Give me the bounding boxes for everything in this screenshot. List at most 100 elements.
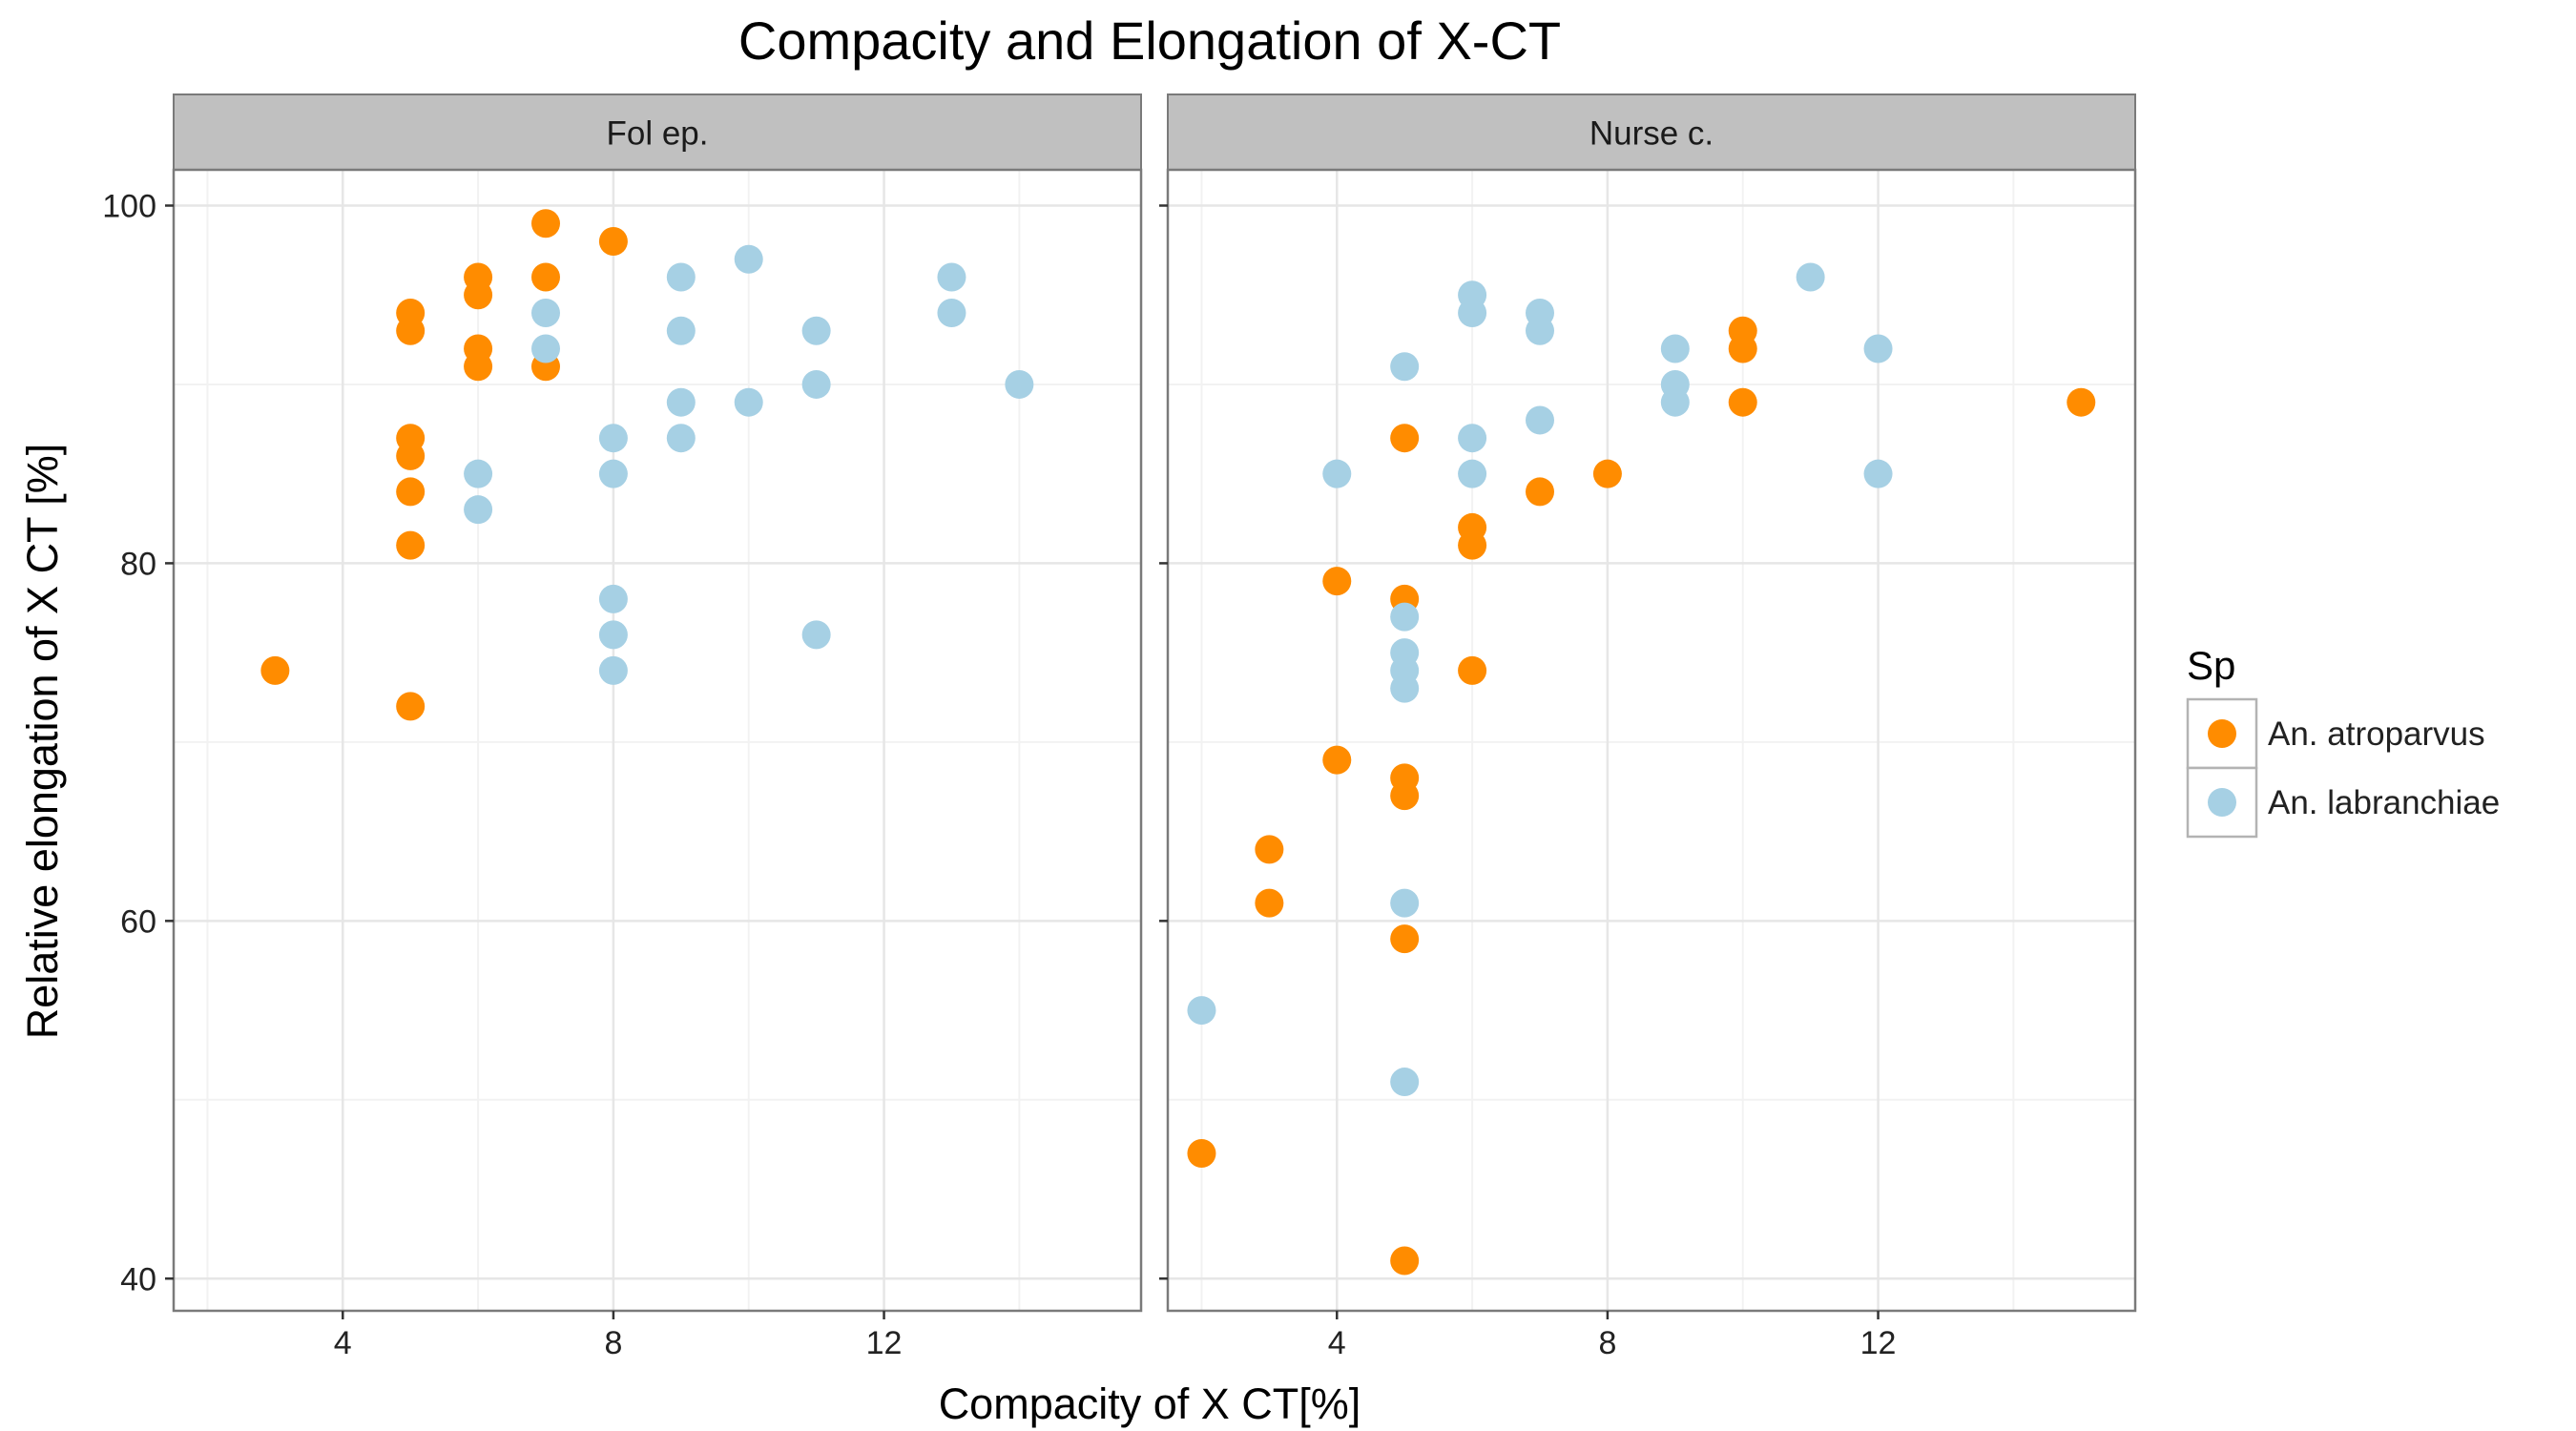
data-point xyxy=(598,584,628,613)
series-an-labranchiae xyxy=(1187,262,1893,1097)
y-axis-title: Relative elongation of X CT [%] xyxy=(18,444,67,1040)
panel-fol-ep: Fol ep. 4 8 12 40 60 80 100 xyxy=(102,93,1143,1361)
data-point xyxy=(531,334,560,363)
y-tick-label: 80 xyxy=(120,546,156,582)
data-point xyxy=(1322,745,1352,775)
data-point xyxy=(1526,477,1554,507)
data-point xyxy=(1458,424,1487,453)
data-point xyxy=(1526,405,1554,435)
data-point xyxy=(1187,1139,1216,1169)
data-point xyxy=(598,424,628,453)
panel-background xyxy=(1168,170,2135,1311)
data-point xyxy=(598,459,628,488)
data-point xyxy=(598,620,628,650)
data-point xyxy=(260,655,290,685)
data-point xyxy=(464,334,493,363)
legend-key-marker xyxy=(2208,719,2236,748)
data-point xyxy=(1390,924,1420,954)
data-point xyxy=(464,262,493,292)
x-tick-label: 8 xyxy=(1598,1325,1616,1361)
data-point xyxy=(1255,835,1284,864)
data-point xyxy=(801,620,831,650)
data-point xyxy=(464,495,493,525)
data-point xyxy=(1458,459,1487,488)
legend-title: Sp xyxy=(2187,643,2235,688)
facet-strip xyxy=(173,93,1142,171)
data-point xyxy=(734,244,763,274)
data-point xyxy=(1728,316,1757,345)
data-point xyxy=(1005,369,1034,399)
legend-item-an-atroparvus: An. atroparvus xyxy=(2186,697,2485,770)
data-point xyxy=(1458,512,1487,542)
y-tick-label: 60 xyxy=(120,903,156,940)
data-point xyxy=(531,298,560,327)
x-tick-label: 12 xyxy=(866,1325,903,1361)
data-point xyxy=(1660,334,1690,363)
data-point xyxy=(734,387,763,417)
x-tick-label: 12 xyxy=(1860,1325,1897,1361)
data-point xyxy=(1458,655,1487,685)
data-point xyxy=(1390,424,1420,453)
data-point xyxy=(2067,387,2096,417)
data-point xyxy=(937,262,966,292)
data-point xyxy=(1863,459,1893,488)
panels: Fol ep. 4 8 12 40 60 80 100 Nurse c. 4 8 12 xyxy=(102,93,2137,1361)
series-an-labranchiae xyxy=(464,244,1034,685)
data-point xyxy=(531,209,560,238)
data-point xyxy=(396,530,426,560)
data-point xyxy=(396,424,426,453)
data-point xyxy=(396,692,426,721)
data-point xyxy=(666,387,696,417)
panel-nurse-c: Nurse c. 4 8 12 xyxy=(1159,93,2137,1361)
data-point xyxy=(1526,298,1554,327)
panel-border xyxy=(172,168,1143,1313)
data-point xyxy=(1728,387,1757,417)
data-point xyxy=(531,262,560,292)
legend-label: An. labranchiae xyxy=(2268,784,2500,821)
chart-title: Compacity and Elongation of X-CT xyxy=(738,10,1561,71)
data-point xyxy=(598,226,628,256)
data-point xyxy=(1390,763,1420,793)
data-point xyxy=(396,477,426,507)
data-point xyxy=(937,298,966,327)
y-tick-label: 100 xyxy=(102,188,156,224)
panel-background xyxy=(174,170,1141,1311)
data-point xyxy=(1458,280,1487,310)
data-point xyxy=(801,316,831,345)
data-point xyxy=(666,316,696,345)
data-point xyxy=(1390,1068,1420,1097)
data-point xyxy=(1390,602,1420,632)
legend-entries: An. atroparvus An. labranchiae xyxy=(2186,697,2500,839)
data-point xyxy=(1322,567,1352,596)
data-point xyxy=(1390,352,1420,382)
x-tick-label: 4 xyxy=(1328,1325,1346,1361)
data-point xyxy=(666,262,696,292)
data-point xyxy=(1390,888,1420,918)
data-point xyxy=(1660,369,1690,399)
data-point xyxy=(801,369,831,399)
data-point xyxy=(598,655,628,685)
y-tick-label: 40 xyxy=(120,1261,156,1297)
data-point xyxy=(1863,334,1893,363)
legend-item-an-labranchiae: An. labranchiae xyxy=(2186,766,2500,839)
data-point xyxy=(464,459,493,488)
legend-label: An. atroparvus xyxy=(2268,716,2485,753)
x-tick-label: 4 xyxy=(334,1325,352,1361)
facet-strip-label: Nurse c. xyxy=(1589,115,1714,153)
legend: Sp An. atroparvus An. labranchiae xyxy=(2186,643,2500,839)
x-tick-label: 8 xyxy=(604,1325,622,1361)
data-point xyxy=(1796,262,1825,292)
data-point xyxy=(396,298,426,327)
data-point xyxy=(1255,888,1284,918)
panel-border xyxy=(1166,168,2137,1313)
x-axis-title: Compacity of X CT[%] xyxy=(939,1379,1361,1428)
data-point xyxy=(666,424,696,453)
facet-strip-label: Fol ep. xyxy=(607,115,709,153)
data-point xyxy=(1322,459,1352,488)
data-point xyxy=(1390,638,1420,668)
data-point xyxy=(1592,459,1622,488)
legend-key-marker xyxy=(2208,788,2236,817)
data-point xyxy=(1187,996,1216,1026)
data-point xyxy=(1390,1246,1420,1275)
